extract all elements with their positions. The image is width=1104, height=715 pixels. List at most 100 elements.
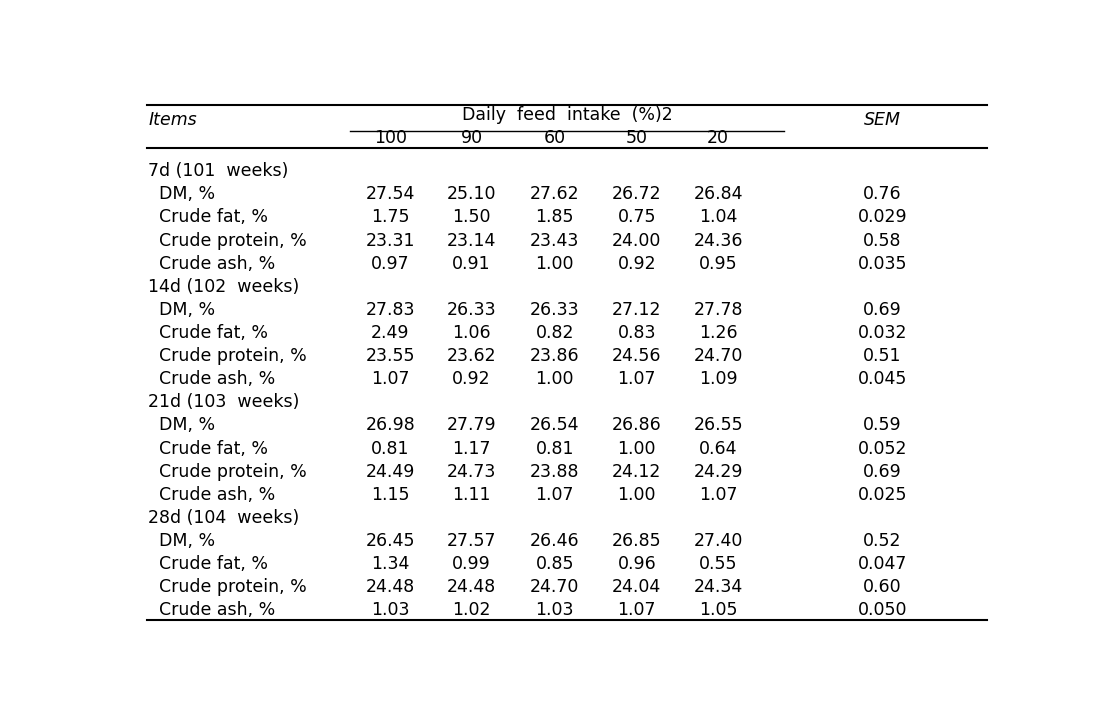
Text: Crude ash, %: Crude ash, % <box>148 486 276 504</box>
Text: 26.45: 26.45 <box>365 532 415 550</box>
Text: 1.03: 1.03 <box>371 601 410 619</box>
Text: 24.12: 24.12 <box>612 463 661 480</box>
Text: 24.70: 24.70 <box>693 347 743 365</box>
Text: 1.07: 1.07 <box>617 601 656 619</box>
Text: 21d (103  weeks): 21d (103 weeks) <box>148 393 299 411</box>
Text: 100: 100 <box>374 129 407 147</box>
Text: 24.70: 24.70 <box>530 578 580 596</box>
Text: Crude fat, %: Crude fat, % <box>148 440 268 458</box>
Text: 0.95: 0.95 <box>699 255 737 272</box>
Text: 0.58: 0.58 <box>863 232 902 250</box>
Text: 0.91: 0.91 <box>453 255 491 272</box>
Text: 23.88: 23.88 <box>530 463 580 480</box>
Text: 24.00: 24.00 <box>612 232 661 250</box>
Text: Crude fat, %: Crude fat, % <box>148 324 268 342</box>
Text: 0.64: 0.64 <box>699 440 737 458</box>
Text: 23.31: 23.31 <box>365 232 415 250</box>
Text: 27.57: 27.57 <box>447 532 497 550</box>
Text: 0.99: 0.99 <box>453 556 491 573</box>
Text: 24.48: 24.48 <box>365 578 415 596</box>
Text: 20: 20 <box>707 129 729 147</box>
Text: 0.047: 0.047 <box>858 556 907 573</box>
Text: 26.33: 26.33 <box>530 301 580 319</box>
Text: 0.035: 0.035 <box>858 255 907 272</box>
Text: 0.83: 0.83 <box>617 324 656 342</box>
Text: 50: 50 <box>626 129 648 147</box>
Text: 1.03: 1.03 <box>535 601 574 619</box>
Text: Crude protein, %: Crude protein, % <box>148 578 307 596</box>
Text: 26.85: 26.85 <box>612 532 661 550</box>
Text: 24.29: 24.29 <box>693 463 743 480</box>
Text: 7d (101  weeks): 7d (101 weeks) <box>148 162 288 180</box>
Text: 0.75: 0.75 <box>617 208 656 227</box>
Text: 1.00: 1.00 <box>617 486 656 504</box>
Text: Crude ash, %: Crude ash, % <box>148 370 276 388</box>
Text: 0.045: 0.045 <box>858 370 907 388</box>
Text: 27.78: 27.78 <box>693 301 743 319</box>
Text: 60: 60 <box>543 129 565 147</box>
Text: Items: Items <box>148 112 197 129</box>
Text: 0.97: 0.97 <box>371 255 410 272</box>
Text: 23.14: 23.14 <box>447 232 497 250</box>
Text: 27.54: 27.54 <box>365 185 415 203</box>
Text: 27.12: 27.12 <box>612 301 661 319</box>
Text: 90: 90 <box>460 129 482 147</box>
Text: 24.34: 24.34 <box>693 578 743 596</box>
Text: 1.85: 1.85 <box>535 208 574 227</box>
Text: 1.07: 1.07 <box>535 486 574 504</box>
Text: 26.98: 26.98 <box>365 417 415 435</box>
Text: 0.92: 0.92 <box>453 370 491 388</box>
Text: 1.11: 1.11 <box>453 486 491 504</box>
Text: 23.62: 23.62 <box>447 347 497 365</box>
Text: 1.17: 1.17 <box>453 440 491 458</box>
Text: 26.55: 26.55 <box>693 417 743 435</box>
Text: Crude ash, %: Crude ash, % <box>148 601 276 619</box>
Text: 28d (104  weeks): 28d (104 weeks) <box>148 509 299 527</box>
Text: 1.02: 1.02 <box>453 601 491 619</box>
Text: 26.72: 26.72 <box>612 185 661 203</box>
Text: 0.55: 0.55 <box>699 556 737 573</box>
Text: SEM: SEM <box>863 112 901 129</box>
Text: Crude ash, %: Crude ash, % <box>148 255 276 272</box>
Text: 0.052: 0.052 <box>858 440 907 458</box>
Text: 0.92: 0.92 <box>617 255 656 272</box>
Text: 25.10: 25.10 <box>447 185 497 203</box>
Text: 1.00: 1.00 <box>535 255 574 272</box>
Text: Daily  feed  intake  (%)2: Daily feed intake (%)2 <box>461 106 672 124</box>
Text: 0.60: 0.60 <box>863 578 902 596</box>
Text: 26.33: 26.33 <box>447 301 497 319</box>
Text: 24.49: 24.49 <box>365 463 415 480</box>
Text: 27.62: 27.62 <box>530 185 580 203</box>
Text: 24.48: 24.48 <box>447 578 497 596</box>
Text: 0.025: 0.025 <box>858 486 907 504</box>
Text: 23.55: 23.55 <box>365 347 415 365</box>
Text: DM, %: DM, % <box>148 301 215 319</box>
Text: 1.07: 1.07 <box>699 486 737 504</box>
Text: 27.79: 27.79 <box>447 417 497 435</box>
Text: 1.05: 1.05 <box>699 601 737 619</box>
Text: 1.09: 1.09 <box>699 370 737 388</box>
Text: 0.52: 0.52 <box>863 532 902 550</box>
Text: 1.04: 1.04 <box>699 208 737 227</box>
Text: 2.49: 2.49 <box>371 324 410 342</box>
Text: 26.84: 26.84 <box>693 185 743 203</box>
Text: 24.36: 24.36 <box>693 232 743 250</box>
Text: 0.51: 0.51 <box>863 347 902 365</box>
Text: 23.43: 23.43 <box>530 232 580 250</box>
Text: 1.07: 1.07 <box>617 370 656 388</box>
Text: 1.50: 1.50 <box>453 208 491 227</box>
Text: 0.76: 0.76 <box>863 185 902 203</box>
Text: 27.40: 27.40 <box>693 532 743 550</box>
Text: 23.86: 23.86 <box>530 347 580 365</box>
Text: DM, %: DM, % <box>148 532 215 550</box>
Text: DM, %: DM, % <box>148 417 215 435</box>
Text: 0.032: 0.032 <box>858 324 907 342</box>
Text: 0.59: 0.59 <box>863 417 902 435</box>
Text: 0.81: 0.81 <box>535 440 574 458</box>
Text: 0.96: 0.96 <box>617 556 656 573</box>
Text: 0.69: 0.69 <box>863 301 902 319</box>
Text: 0.82: 0.82 <box>535 324 574 342</box>
Text: Crude fat, %: Crude fat, % <box>148 556 268 573</box>
Text: 24.73: 24.73 <box>447 463 497 480</box>
Text: 1.75: 1.75 <box>371 208 410 227</box>
